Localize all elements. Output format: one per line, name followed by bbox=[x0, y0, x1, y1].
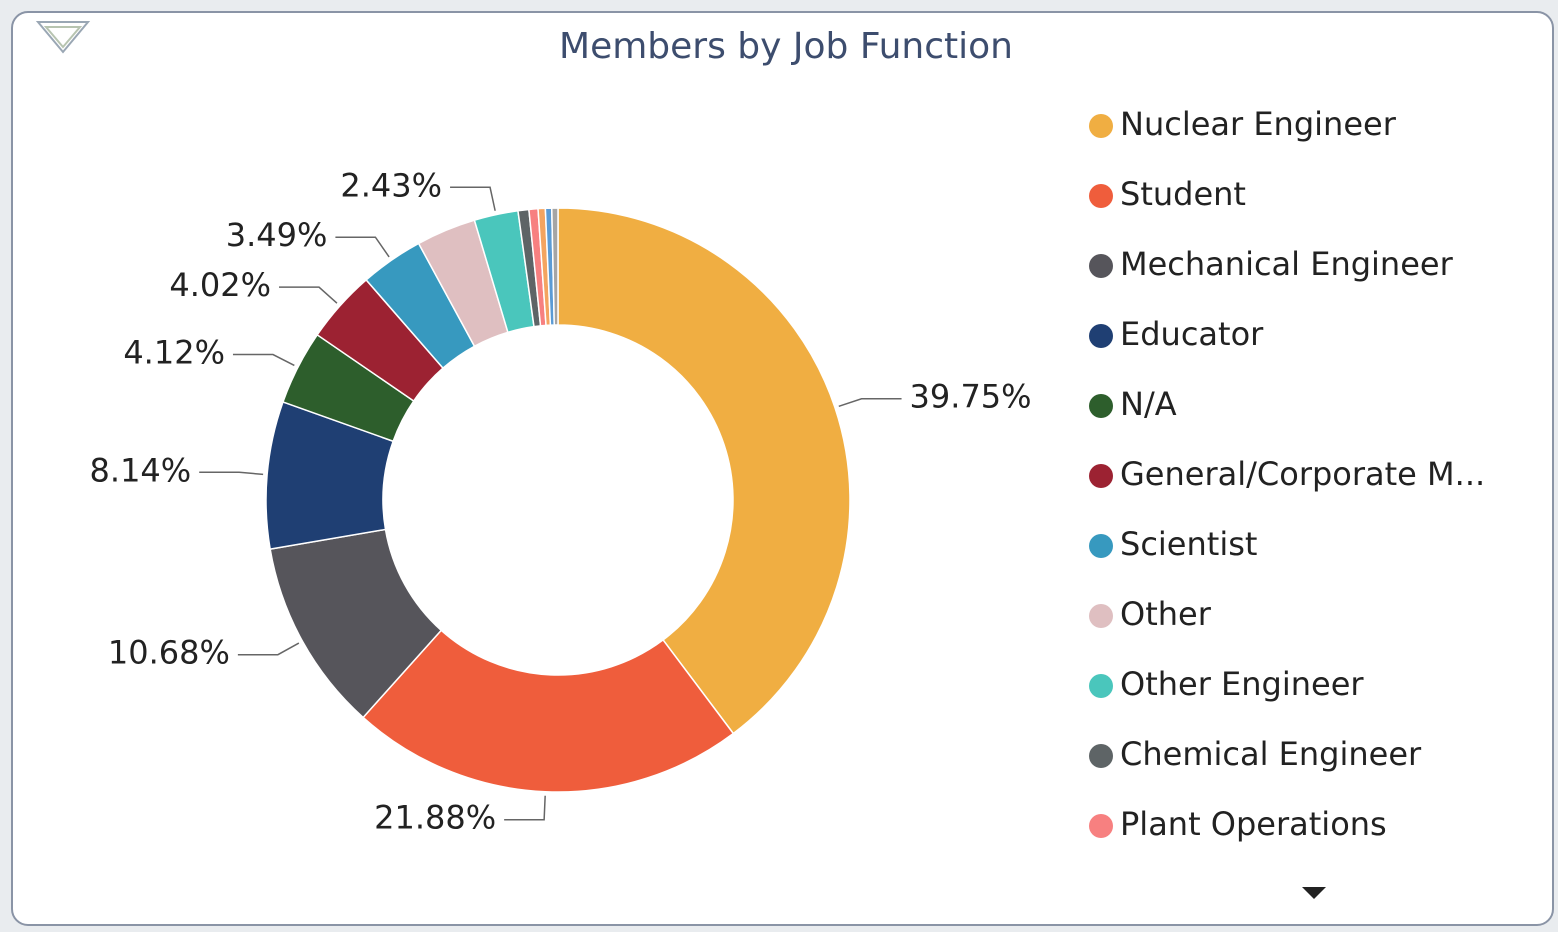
legend-swatch bbox=[1089, 814, 1113, 838]
data-label: 3.49% bbox=[226, 216, 328, 254]
legend-label: Student bbox=[1120, 175, 1246, 213]
legend-label: Other Engineer bbox=[1120, 665, 1364, 703]
leader-line bbox=[279, 286, 338, 304]
data-label: 2.43% bbox=[340, 166, 442, 204]
leader-line bbox=[504, 795, 546, 821]
slice bbox=[362, 629, 735, 793]
data-label: 10.68% bbox=[108, 634, 230, 672]
leader-line bbox=[838, 397, 902, 408]
legend-swatch bbox=[1089, 184, 1113, 208]
leader-line bbox=[237, 642, 300, 656]
leader-line bbox=[199, 471, 264, 476]
leader-line bbox=[335, 236, 390, 258]
legend-swatch bbox=[1089, 324, 1113, 348]
legend-label: N/A bbox=[1120, 385, 1177, 423]
legend-label: Mechanical Engineer bbox=[1120, 245, 1454, 283]
data-label: 4.12% bbox=[123, 334, 225, 372]
legend-swatch bbox=[1089, 534, 1113, 558]
slice bbox=[550, 207, 559, 326]
legend-scroll-arrow[interactable] bbox=[1302, 887, 1326, 899]
data-label: 39.75% bbox=[910, 378, 1032, 416]
legend-label: Scientist bbox=[1120, 525, 1257, 563]
menu-icon[interactable] bbox=[35, 21, 91, 54]
legend-label: Plant Operations bbox=[1120, 805, 1387, 843]
legend-swatch bbox=[1089, 464, 1113, 488]
data-label: 4.02% bbox=[169, 266, 271, 304]
legend-swatch bbox=[1089, 254, 1113, 278]
legend-label: Chemical Engineer bbox=[1120, 735, 1422, 773]
data-label: 8.14% bbox=[90, 451, 192, 489]
legend-swatch bbox=[1089, 394, 1113, 418]
legend-label: Nuclear Engineer bbox=[1120, 105, 1397, 143]
legend-label: Other bbox=[1120, 595, 1212, 633]
legend-swatch bbox=[1089, 744, 1113, 768]
legend-swatch bbox=[1089, 604, 1113, 628]
data-label: 21.88% bbox=[374, 799, 496, 837]
leader-line bbox=[450, 186, 496, 211]
chart-title: Members by Job Function bbox=[559, 26, 1013, 67]
legend-swatch bbox=[1089, 114, 1113, 138]
leader-line bbox=[232, 353, 295, 367]
legend-label: General/Corporate M... bbox=[1120, 455, 1485, 493]
legend-swatch bbox=[1089, 674, 1113, 698]
legend-label: Educator bbox=[1120, 315, 1264, 353]
slice bbox=[557, 207, 851, 735]
